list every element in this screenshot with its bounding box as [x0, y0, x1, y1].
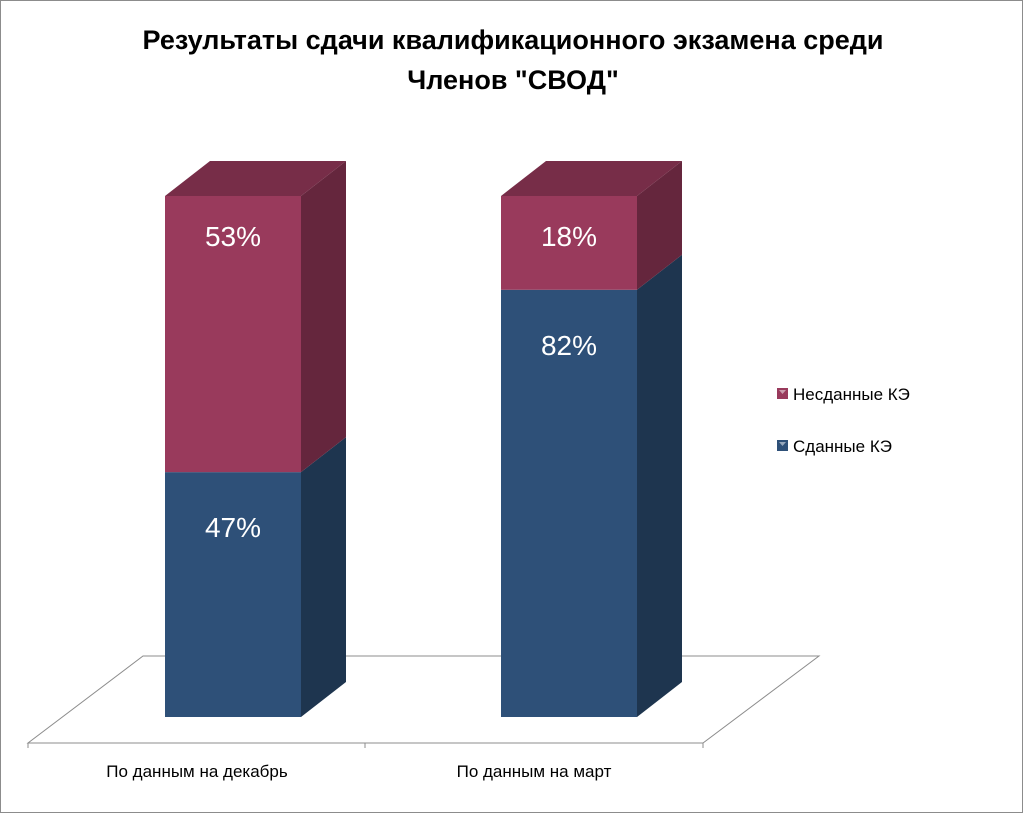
- bar-segment-failed-march: [501, 161, 682, 290]
- data-label: 53%: [205, 221, 261, 252]
- legend-label: Несданные КЭ: [793, 385, 910, 404]
- chart-title-line-2: Членов "СВОД": [407, 65, 619, 95]
- chart-title-line-1: Результаты сдачи квалификационного экзам…: [143, 25, 884, 55]
- legend-swatch-marker: [779, 390, 786, 394]
- chart-legend: Несданные КЭ Сданные КЭ: [777, 385, 910, 456]
- bar-side-face: [637, 161, 682, 290]
- bar-segment-failed-december: [165, 161, 346, 473]
- x-axis-category-label: По данным на декабрь: [106, 762, 288, 781]
- bar-front-face: [501, 196, 637, 290]
- bar-segment-passed-december: [165, 437, 346, 717]
- data-label: 47%: [205, 512, 261, 543]
- chart-floor: [26, 655, 821, 744]
- legend-label: Сданные КЭ: [793, 437, 892, 456]
- bar-front-face: [165, 472, 301, 717]
- legend-item: Несданные КЭ: [777, 385, 910, 404]
- legend-swatch-marker: [779, 442, 786, 446]
- chart-title: Результаты сдачи квалификационного экзам…: [143, 25, 884, 95]
- bar-side-face: [637, 254, 682, 717]
- data-label: 18%: [541, 221, 597, 252]
- legend-item: Сданные КЭ: [777, 437, 892, 456]
- bar-segment-passed-march: [501, 254, 682, 717]
- bar-top-face: [501, 161, 682, 196]
- data-label: 82%: [541, 330, 597, 361]
- bar-top-face: [165, 161, 346, 196]
- bar-side-face: [301, 437, 346, 717]
- x-axis-category-label: По данным на март: [457, 762, 612, 781]
- bar-side-face: [301, 161, 346, 473]
- bar-front-face: [501, 289, 637, 717]
- bar-front-face: [165, 196, 301, 473]
